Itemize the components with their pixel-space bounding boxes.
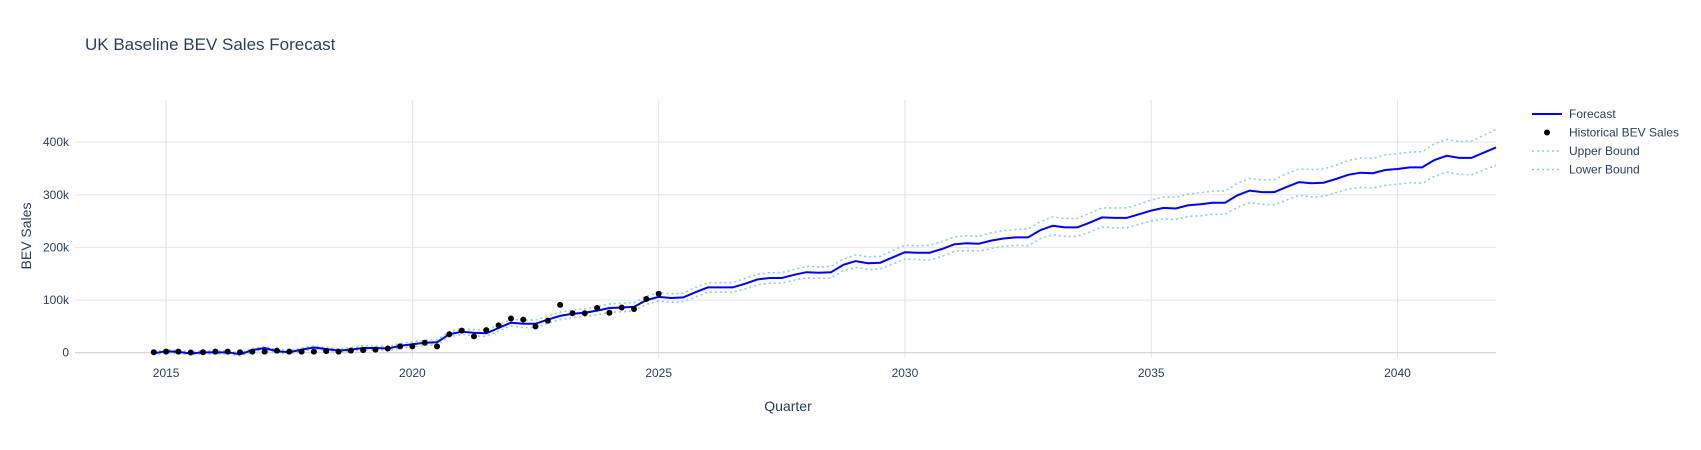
historical-point <box>224 348 231 355</box>
historical-point <box>631 306 638 313</box>
historical-point <box>397 343 404 350</box>
x-tick-label: 2025 <box>645 366 672 380</box>
historical-point <box>495 322 502 329</box>
legend-item[interactable]: Forecast <box>1532 107 1616 121</box>
upper-bound-line <box>153 128 1497 354</box>
y-tick-label: 200k <box>43 240 70 254</box>
y-tick-label: 100k <box>43 293 70 307</box>
historical-point <box>261 348 268 355</box>
historical-point <box>483 327 490 334</box>
historical-point <box>557 301 564 308</box>
historical-point <box>532 323 539 330</box>
x-tick-label: 2015 <box>153 366 180 380</box>
historical-point <box>618 304 625 311</box>
historical-point <box>470 333 477 340</box>
historical-point <box>581 310 588 317</box>
y-tick-label: 400k <box>43 135 70 149</box>
historical-point <box>273 347 280 354</box>
x-tick-label: 2035 <box>1138 366 1165 380</box>
historical-point <box>360 347 367 354</box>
legend-label: Historical BEV Sales <box>1569 126 1679 140</box>
historical-point <box>409 343 416 350</box>
historical-point <box>446 331 453 338</box>
historical-point <box>594 304 601 311</box>
historical-point <box>212 348 219 355</box>
y-tick-label: 300k <box>43 188 70 202</box>
historical-point <box>458 327 465 334</box>
historical-layer <box>150 290 662 356</box>
historical-point <box>384 345 391 352</box>
historical-point <box>655 290 662 297</box>
historical-point <box>175 348 182 355</box>
x-axis-title: Quarter <box>764 398 812 414</box>
y-axis-title: BEV Sales <box>18 203 34 270</box>
historical-point <box>249 348 256 355</box>
x-tick-label: 2020 <box>399 366 426 380</box>
y-axis-ticks: 0 100k 200k 300k 400k <box>43 135 70 360</box>
legend-item[interactable]: Historical BEV Sales <box>1544 126 1679 140</box>
x-tick-label: 2040 <box>1384 366 1411 380</box>
historical-point <box>507 315 514 322</box>
chart-title: UK Baseline BEV Sales Forecast <box>85 35 336 54</box>
y-tick-label: 0 <box>62 346 69 360</box>
historical-point <box>434 343 441 350</box>
legend-swatch-historical <box>1544 129 1550 136</box>
legend: Forecast Historical BEV Sales Upper Bound L… <box>1532 107 1679 177</box>
historical-point <box>347 347 354 354</box>
historical-point <box>372 346 379 353</box>
historical-point <box>298 348 305 355</box>
historical-point <box>150 349 157 356</box>
x-axis-ticks: 2015 2020 2025 2030 2035 2040 <box>153 366 1411 380</box>
historical-point <box>335 348 342 355</box>
legend-label: Lower Bound <box>1569 163 1640 177</box>
historical-point <box>163 348 170 355</box>
legend-label: Upper Bound <box>1569 144 1640 158</box>
historical-point <box>286 348 293 355</box>
historical-point <box>187 349 194 356</box>
historical-point <box>606 309 613 316</box>
historical-point <box>569 310 576 317</box>
historical-point <box>200 349 207 356</box>
historical-point <box>310 348 317 355</box>
legend-item[interactable]: Upper Bound <box>1532 144 1640 158</box>
legend-item[interactable]: Lower Bound <box>1532 163 1640 177</box>
historical-point <box>323 348 330 355</box>
historical-point <box>544 317 551 324</box>
historical-point <box>421 339 428 346</box>
historical-point <box>237 349 244 356</box>
historical-point <box>643 296 650 303</box>
legend-label: Forecast <box>1569 107 1616 121</box>
historical-point <box>520 316 527 323</box>
x-tick-label: 2030 <box>892 366 919 380</box>
